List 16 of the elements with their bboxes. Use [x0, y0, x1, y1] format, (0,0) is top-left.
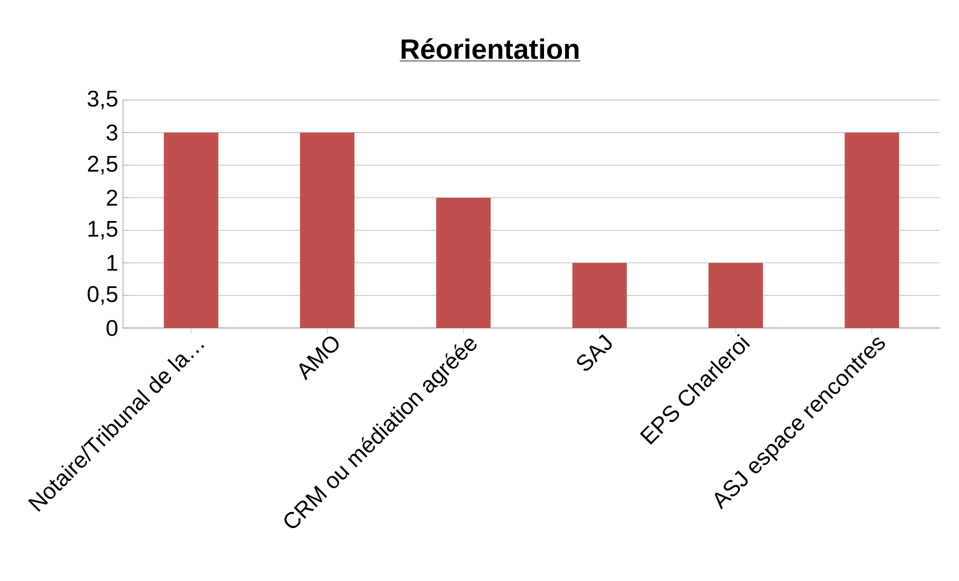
bar: [164, 132, 218, 328]
y-tick-label: 1,5: [88, 221, 118, 240]
bar: [300, 132, 354, 328]
y-tick-label: 3,5: [88, 90, 118, 110]
y-tick-label: 0,5: [88, 286, 118, 305]
bar: [708, 262, 763, 328]
y-tick-label: 1: [107, 255, 118, 271]
x-tick-label: SAJ: [577, 334, 612, 371]
bar: [572, 262, 627, 328]
y-tick-label: 0: [106, 320, 118, 336]
y-tick-label: 2,5: [88, 156, 118, 175]
y-tick-label: 3: [106, 124, 118, 141]
bar: [436, 198, 491, 328]
bar: [844, 132, 900, 328]
y-tick-label: 2: [106, 190, 118, 206]
chart-title: Réorientation: [402, 38, 578, 60]
